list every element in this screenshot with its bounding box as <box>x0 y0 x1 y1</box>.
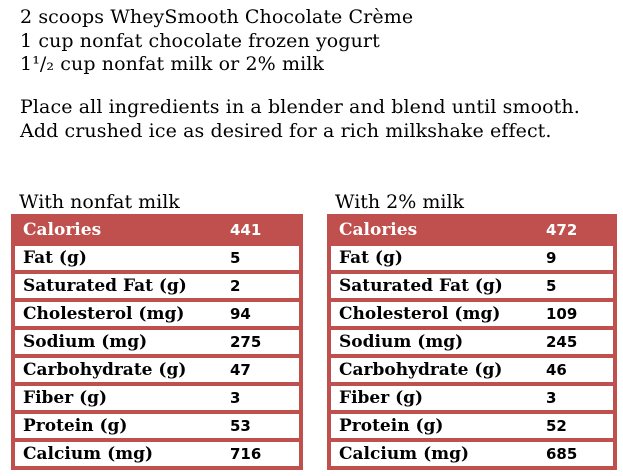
table-row: Protein (g) 53 <box>15 414 299 438</box>
row-value: 5 <box>546 277 557 295</box>
row-value: 46 <box>546 361 567 379</box>
row-value: 52 <box>546 417 567 435</box>
ingredient-line: 1¹/₂ cup nonfat milk or 2% milk <box>20 53 325 75</box>
nutrition-table-nonfat: Calories 441 Fat (g) 5 Saturated Fat (g) 2 Cho… <box>11 214 303 470</box>
row-label: Fat (g) <box>23 248 87 268</box>
table-row: Protein (g) 52 <box>331 414 613 438</box>
row-value: 245 <box>546 333 578 351</box>
row-label: Sodium (mg) <box>339 332 464 352</box>
row-label: Calories <box>23 220 102 240</box>
table-row: Calcium (mg) 716 <box>15 442 299 466</box>
row-value: 3 <box>230 389 241 407</box>
row-value: 47 <box>230 361 251 379</box>
row-label: Carbohydrate (g) <box>23 360 187 380</box>
row-value: 716 <box>230 445 262 463</box>
row-label: Saturated Fat (g) <box>339 276 503 296</box>
row-value: 275 <box>230 333 262 351</box>
directions-line: Add crushed ice as desired for a rich mi… <box>20 119 552 142</box>
row-value: 685 <box>546 445 578 463</box>
table-row: Cholesterol (mg) 109 <box>331 302 613 326</box>
nutrition-column-2percent: With 2% milk Calories 472 Fat (g) 9 Saturate… <box>327 190 617 470</box>
row-label: Calories <box>339 220 418 240</box>
row-label: Fiber (g) <box>23 388 108 408</box>
table-row: Saturated Fat (g) 5 <box>331 274 613 298</box>
row-value: 441 <box>230 221 262 239</box>
row-label: Protein (g) <box>339 416 444 436</box>
directions-text: Place all ingredients in a blender and b… <box>20 96 580 143</box>
table-row: Fiber (g) 3 <box>15 386 299 410</box>
row-value: 472 <box>546 221 578 239</box>
directions-line: Place all ingredients in a blender and b… <box>20 96 580 118</box>
ingredient-line: 1 cup nonfat chocolate frozen yogurt <box>20 29 380 52</box>
nutrition-column-nonfat: With nonfat milk Calories 441 Fat (g) 5 Satu… <box>11 190 303 470</box>
table-row: Saturated Fat (g) 2 <box>15 274 299 298</box>
row-label: Fiber (g) <box>339 388 424 408</box>
row-label: Sodium (mg) <box>23 332 148 352</box>
row-label: Calcium (mg) <box>339 444 470 464</box>
row-label: Carbohydrate (g) <box>339 360 503 380</box>
row-value: 5 <box>230 249 241 267</box>
row-label: Fat (g) <box>339 248 403 268</box>
row-label: Protein (g) <box>23 416 128 436</box>
table-row: Carbohydrate (g) 46 <box>331 358 613 382</box>
table-row: Fiber (g) 3 <box>331 386 613 410</box>
row-value: 109 <box>546 305 578 323</box>
row-label: Saturated Fat (g) <box>23 276 187 296</box>
table-row: Calcium (mg) 685 <box>331 442 613 466</box>
row-label: Cholesterol (mg) <box>339 304 501 324</box>
ingredient-list: 2 scoops WheySmooth Chocolate Crème 1 cu… <box>20 6 413 77</box>
table-row: Sodium (mg) 245 <box>331 330 613 354</box>
table-row: Sodium (mg) 275 <box>15 330 299 354</box>
table-header-row: Calories 472 <box>331 218 613 242</box>
row-value: 53 <box>230 417 251 435</box>
table-row: Fat (g) 9 <box>331 246 613 270</box>
nutrition-table-2percent: Calories 472 Fat (g) 9 Saturated Fat (g) 5 Cho… <box>327 214 617 470</box>
row-value: 9 <box>546 249 557 267</box>
row-label: Calcium (mg) <box>23 444 154 464</box>
row-label: Cholesterol (mg) <box>23 304 185 324</box>
row-value: 94 <box>230 305 251 323</box>
row-value: 3 <box>546 389 557 407</box>
table-title-2percent: With 2% milk <box>335 191 465 213</box>
ingredient-line: 2 scoops WheySmooth Chocolate Crème <box>20 6 414 28</box>
table-row: Carbohydrate (g) 47 <box>15 358 299 382</box>
table-row: Cholesterol (mg) 94 <box>15 302 299 326</box>
table-title-nonfat: With nonfat milk <box>19 191 180 213</box>
table-row: Fat (g) 5 <box>15 246 299 270</box>
row-value: 2 <box>230 277 241 295</box>
table-header-row: Calories 441 <box>15 218 299 242</box>
